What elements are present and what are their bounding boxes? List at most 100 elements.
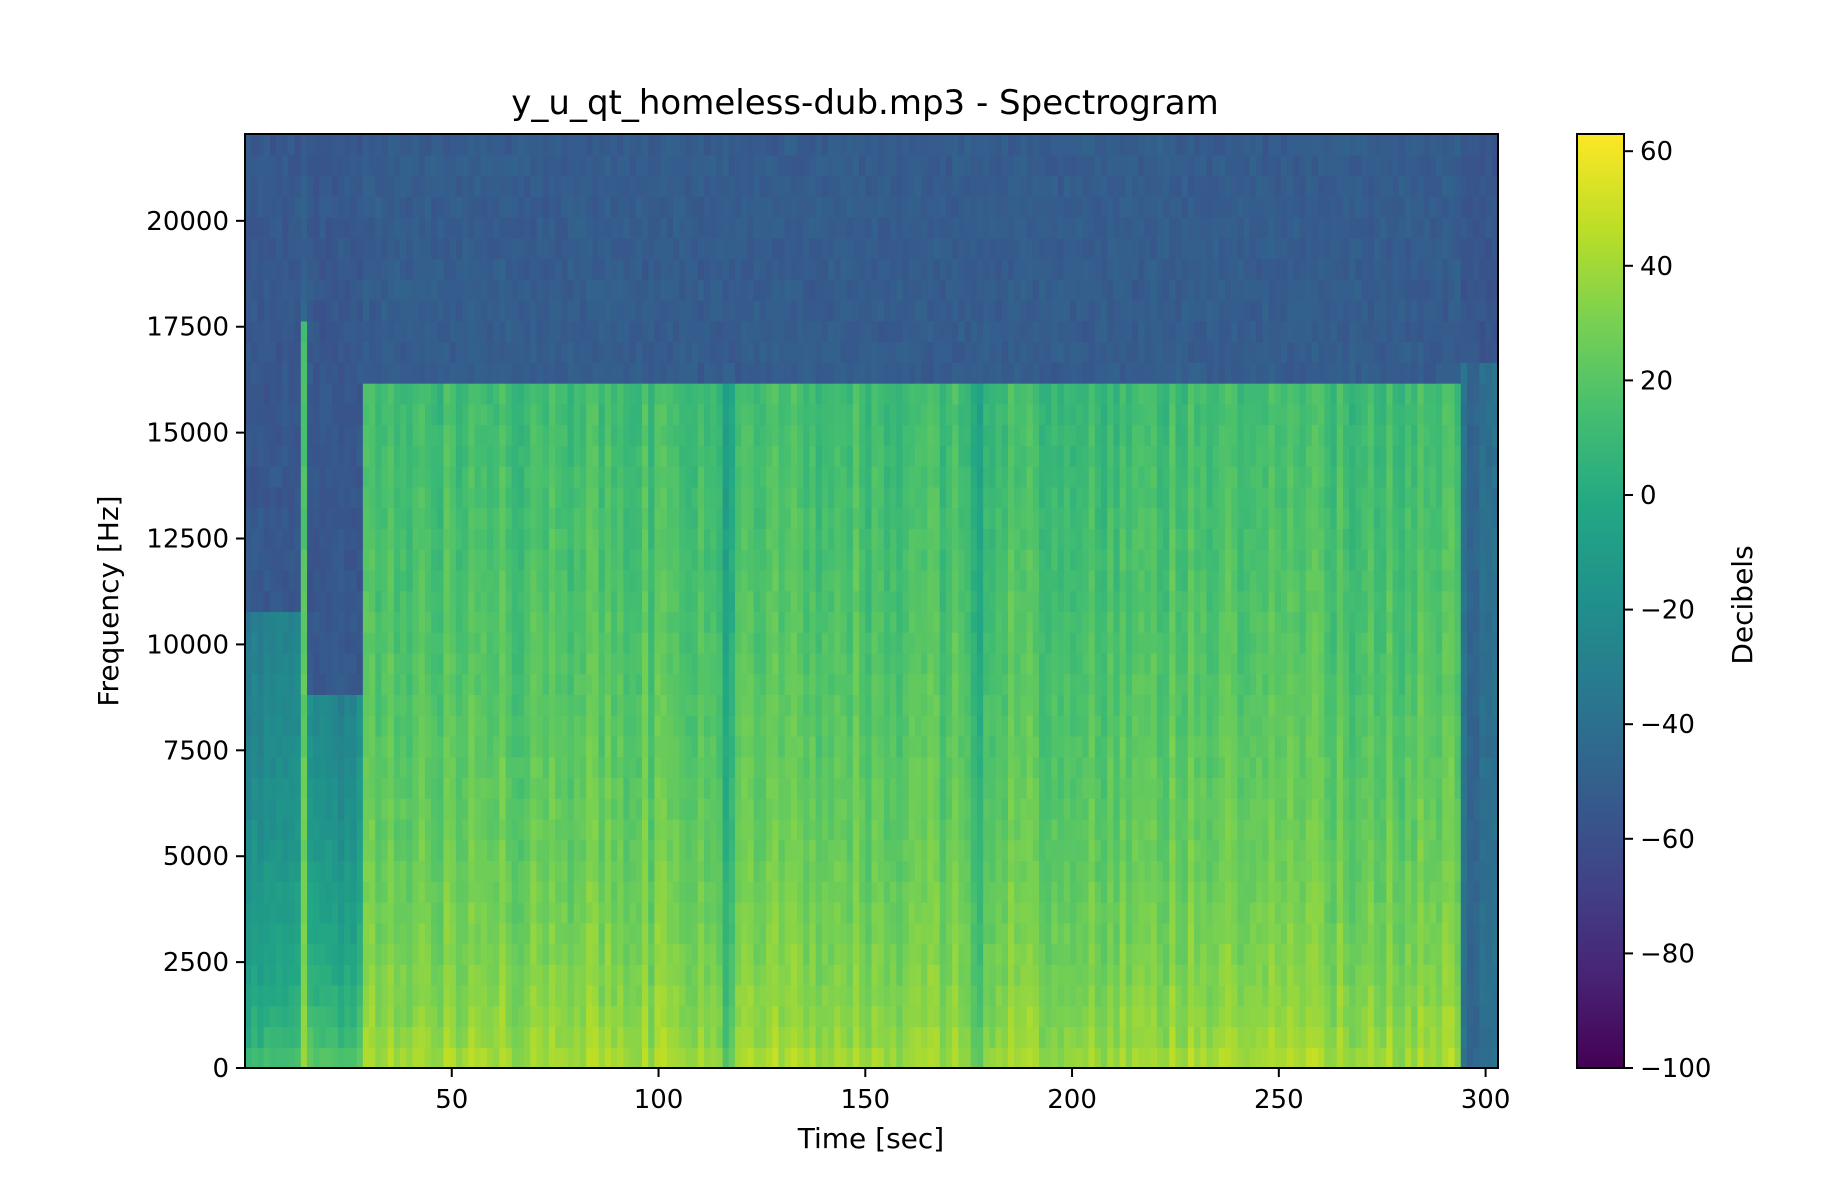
spectrogram-cell [338,652,345,675]
spectrogram-cell [300,341,308,363]
spectrogram-cell [766,196,773,218]
spectrogram-cell [344,1047,352,1069]
spectrogram-cell [517,466,525,488]
spectrogram-cell [610,818,618,841]
spectrogram-cell [697,300,705,322]
spectrogram-cell [790,984,798,1007]
spectrogram-cell [499,424,507,446]
spectrogram-cell [406,403,414,426]
spectrogram-cell [815,528,823,550]
spectrogram-cell [369,1026,376,1048]
spectrogram-cell [468,569,476,592]
spectrogram-cell [877,818,885,841]
spectrogram-cell [474,715,482,737]
spectrogram-cell [809,341,817,363]
spectrogram-cell [294,196,302,218]
spectrogram-cell [629,486,637,509]
spectrogram-cell [834,901,842,924]
spectrogram-cell [536,320,544,343]
spectrogram-cell [362,694,370,716]
spectrogram-cell [431,549,438,571]
spectrogram-cell [629,1005,637,1028]
spectrogram-cell [821,715,829,737]
spectrogram-cell [821,134,829,156]
spectrogram-cell [927,611,935,633]
spectrogram-cell [610,486,618,509]
spectrogram-cell [381,777,389,799]
spectrogram-cell [313,569,321,592]
spectrogram-cell [418,1026,426,1048]
spectrogram-cell [598,1005,606,1028]
spectrogram-cell [828,673,835,695]
spectrogram-cell [753,756,761,779]
spectrogram-cell [834,1026,842,1048]
spectrogram-cell [276,984,283,1007]
spectrogram-cell [883,1005,891,1028]
spectrogram-cell [517,175,525,197]
spectrogram-cell [524,881,531,903]
spectrogram-cell [896,507,904,529]
spectrogram-cell [610,424,618,446]
spectrogram-cell [555,777,562,799]
spectrogram-cell [753,383,761,405]
spectrogram-cell [722,403,730,426]
spectrogram-cell [679,590,687,612]
spectrogram-cell [257,715,265,737]
spectrogram-cell [468,217,476,239]
spectrogram-cell [356,818,364,841]
spectrogram-cell [468,403,476,426]
spectrogram-cell [828,777,835,799]
spectrogram-cell [561,175,569,197]
spectrogram-cell [412,383,420,405]
spectrogram-cell [294,839,302,862]
spectrogram-cell [573,715,581,737]
spectrogram-cell [809,217,817,239]
spectrogram-cell [369,735,376,758]
spectrogram-cell [573,528,581,550]
spectrogram-cell [859,424,866,446]
spectrogram-cell [648,466,655,488]
spectrogram-cell [859,320,866,343]
spectrogram-cell [269,881,277,903]
spectrogram-cell [480,943,488,965]
spectrogram-cell [474,507,482,529]
spectrogram-cell [263,217,271,239]
spectrogram-cell [480,798,488,820]
spectrogram-cell [865,901,873,924]
spectrogram-cell [704,756,711,779]
spectrogram-cell [883,590,891,612]
spectrogram-cell [449,528,457,550]
spectrogram-cell [505,383,513,405]
spectrogram-cell [530,300,538,322]
spectrogram-cell [251,1026,258,1048]
spectrogram-cell [896,860,904,882]
spectrogram-cell [679,258,687,280]
spectrogram-cell [784,486,792,509]
spectrogram-cell [927,217,935,239]
spectrogram-cell [784,798,792,820]
spectrogram-cell [567,860,575,882]
spectrogram-cell [685,715,693,737]
spectrogram-cell [350,694,358,716]
spectrogram-cell [883,673,891,695]
spectrogram-cell [530,424,538,446]
spectrogram-cell [288,466,296,488]
spectrogram-cell [902,528,910,550]
spectrogram-cell [635,154,643,177]
spectrogram-cell [294,964,302,986]
spectrogram-cell [486,196,494,218]
spectrogram-cell [418,383,426,405]
spectrogram-cell [846,341,854,363]
spectrogram-cell [828,881,835,903]
spectrogram-cell [381,694,389,716]
spectrogram-cell [772,1026,780,1048]
spectrogram-cell [567,549,575,571]
spectrogram-cell [555,984,562,1007]
spectrogram-cell [468,196,476,218]
spectrogram-cell [369,320,376,343]
spectrogram-cell [412,881,420,903]
spectrogram-cell [610,383,618,405]
spectrogram-cell [493,943,500,965]
spectrogram-cell [834,611,842,633]
spectrogram-cell [914,175,922,197]
